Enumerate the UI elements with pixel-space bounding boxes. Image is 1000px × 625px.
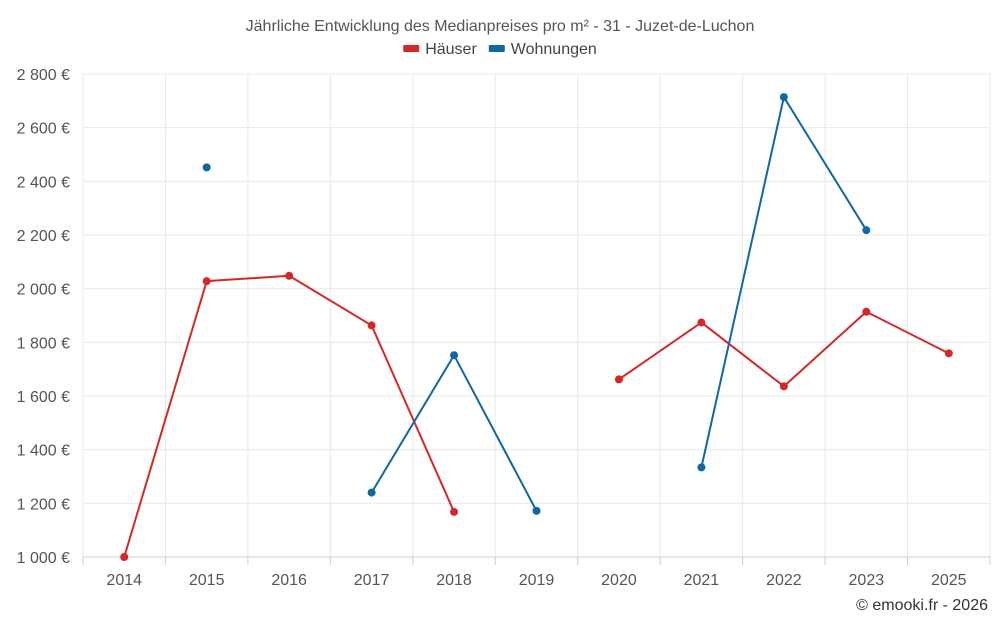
data-point[interactable] — [367, 321, 376, 330]
grid — [82, 73, 991, 557]
y-tick-label: 2 200 € — [17, 228, 70, 245]
legend: Häuser Wohnungen — [403, 41, 597, 58]
data-point[interactable] — [614, 375, 623, 384]
data-point[interactable] — [450, 351, 459, 360]
series-line-segment — [700, 96, 868, 468]
data-point[interactable] — [532, 506, 541, 515]
x-tick-label: 2016 — [271, 572, 307, 589]
data-point[interactable] — [450, 507, 459, 516]
axes: 1 000 € 1 200 € 1 400 € 1 600 € 1 800 € 2 000… — [17, 67, 991, 589]
series-hauser — [120, 271, 953, 561]
legend-swatch — [403, 45, 420, 52]
chart-title: Jährliche Entwicklung des Medianpreises … — [246, 18, 755, 35]
series-layer — [120, 93, 953, 561]
legend-label: Wohnungen — [511, 41, 597, 58]
x-tick-label: 2022 — [766, 572, 802, 589]
y-tick-label: 2 400 € — [17, 174, 70, 191]
x-tick-label: 2023 — [849, 572, 885, 589]
y-tick-label: 2 800 € — [17, 67, 70, 84]
data-point[interactable] — [944, 349, 953, 358]
y-tick-label: 2 600 € — [17, 121, 70, 138]
y-tick-label: 2 000 € — [17, 282, 70, 299]
x-tick-label: 2019 — [519, 572, 555, 589]
legend-label: Häuser — [425, 41, 477, 58]
x-tick-label: 2025 — [931, 572, 967, 589]
x-tick-label: 2020 — [601, 572, 637, 589]
series-line-segment — [370, 354, 538, 512]
x-tick-label: 2018 — [436, 572, 472, 589]
series-wohnungen — [202, 93, 871, 515]
data-point[interactable] — [202, 277, 211, 286]
legend-item-wohnungen[interactable]: Wohnungen — [488, 41, 597, 58]
data-point[interactable] — [697, 318, 706, 327]
y-tick-label: 1 200 € — [17, 496, 70, 513]
y-tick-label: 1 800 € — [17, 335, 70, 352]
legend-swatch — [488, 45, 505, 52]
x-tick-label: 2017 — [354, 572, 390, 589]
legend-item-hauser[interactable]: Häuser — [403, 41, 477, 58]
data-point[interactable] — [862, 307, 871, 316]
series-line-segment — [123, 274, 455, 558]
data-point[interactable] — [120, 553, 129, 561]
data-point[interactable] — [202, 163, 211, 172]
data-point[interactable] — [779, 382, 788, 391]
data-point[interactable] — [779, 93, 788, 102]
data-point[interactable] — [367, 488, 376, 497]
data-point[interactable] — [697, 463, 706, 472]
data-point[interactable] — [285, 271, 294, 280]
y-tick-label: 1 000 € — [17, 550, 70, 567]
x-tick-label: 2021 — [684, 572, 720, 589]
series-line-segment — [618, 310, 950, 388]
y-tick-label: 1 600 € — [17, 389, 70, 406]
x-tick-label: 2015 — [189, 572, 225, 589]
y-tick-label: 1 400 € — [17, 443, 70, 460]
credit-text: © emooki.fr - 2026 — [856, 597, 988, 614]
data-point[interactable] — [862, 226, 871, 235]
x-tick-label: 2014 — [106, 572, 142, 589]
